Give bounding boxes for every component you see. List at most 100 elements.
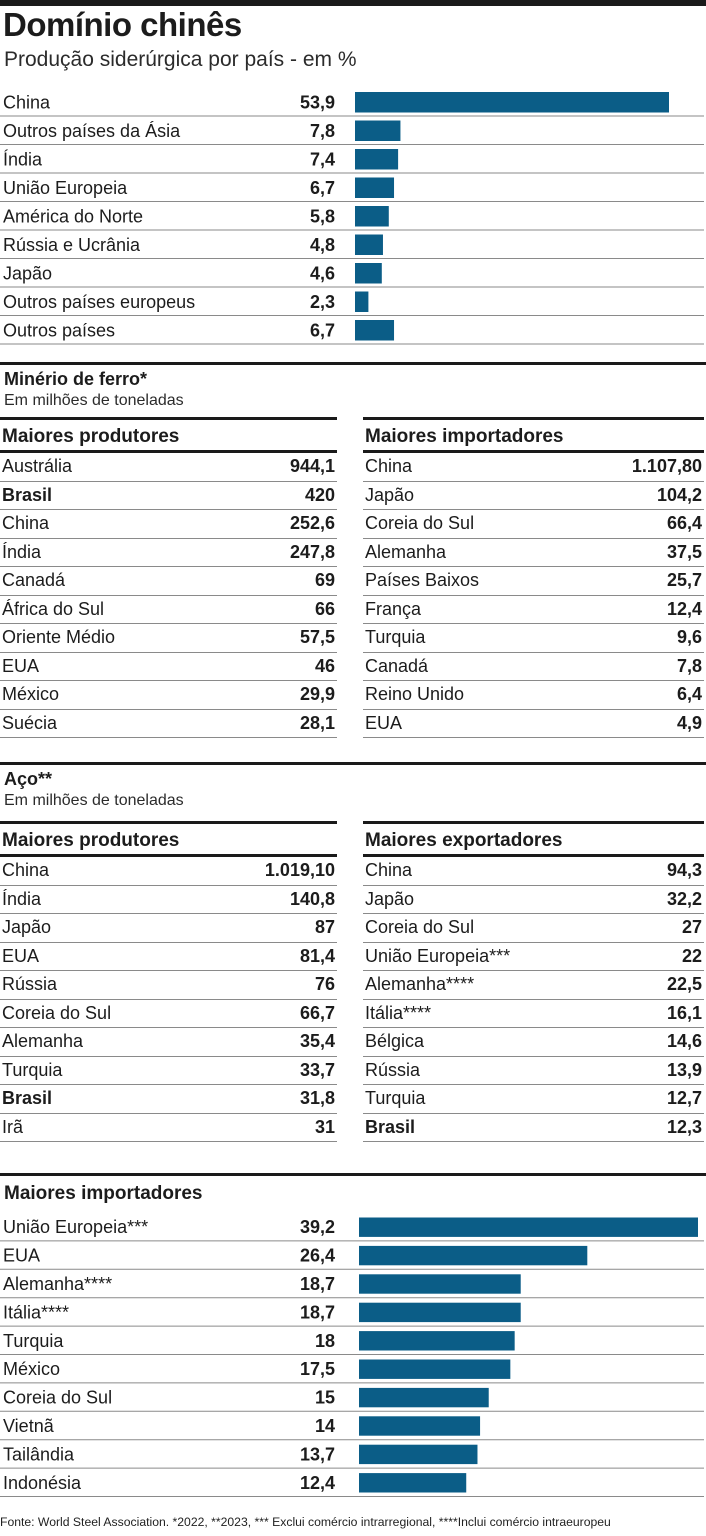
- table-row: Coreia do Sul 27: [363, 914, 704, 943]
- section-rule-importers: [0, 1173, 706, 1176]
- steel-title: Aço**: [4, 769, 53, 789]
- row-name: África do Sul: [2, 598, 105, 619]
- table-header: Maiores exportadores: [363, 821, 704, 854]
- row-name: Japão: [365, 888, 415, 909]
- row-value: 22: [681, 945, 702, 966]
- row-value: 27: [681, 917, 702, 938]
- table-row: EUA 81,4: [0, 943, 337, 971]
- data-label: 18,7: [300, 1274, 335, 1294]
- iron-ore-title: Minério de ferro*: [4, 369, 148, 389]
- row-name: Irã: [2, 1116, 24, 1137]
- row-value: 22,5: [666, 974, 702, 995]
- row-value: 12,4: [666, 598, 702, 619]
- data-label: 4,6: [310, 263, 335, 283]
- table-row: Canadá 69: [0, 567, 337, 596]
- row-name: EUA: [2, 655, 40, 676]
- table-row: Turquia 33,7: [0, 1057, 337, 1085]
- row-name: México: [2, 684, 60, 705]
- row-name: Turquia: [365, 627, 426, 648]
- row-name: Itália****: [365, 1002, 432, 1023]
- data-label: 7,8: [310, 121, 335, 141]
- row-value: 31,8: [299, 1088, 335, 1109]
- bar: [355, 149, 399, 170]
- bar: [359, 1217, 698, 1237]
- data-label: 53,9: [300, 92, 335, 112]
- table-row: EUA 4,9: [363, 710, 704, 738]
- row-value: 76: [314, 974, 335, 995]
- table-row: Canadá 7,8: [363, 653, 704, 681]
- table-row: França 12,4: [363, 596, 704, 624]
- table-row: Alemanha 35,4: [0, 1028, 337, 1057]
- row-value: 46: [314, 655, 335, 676]
- row-name: Alemanha: [2, 1031, 84, 1052]
- section-rule-iron-ore: [0, 362, 706, 365]
- bar: [359, 1274, 521, 1294]
- row-name: Rússia: [365, 1059, 421, 1080]
- table-row: Alemanha**** 22,5: [363, 971, 704, 1000]
- category-label: Alemanha****: [3, 1274, 112, 1294]
- bar: [355, 206, 389, 227]
- table-row: África do Sul 66: [0, 596, 337, 624]
- category-label: China: [3, 92, 51, 112]
- bar: [359, 1245, 588, 1266]
- table-row: México 29,9: [0, 681, 337, 710]
- data-label: 12,4: [300, 1473, 335, 1493]
- bar: [355, 120, 401, 141]
- bar: [359, 1387, 489, 1408]
- row-value: 12,7: [666, 1088, 702, 1109]
- row-value: 25,7: [666, 570, 702, 591]
- table-row: Japão 87: [0, 914, 337, 943]
- row-value: 37,5: [666, 541, 702, 562]
- row-name: Alemanha: [365, 541, 447, 562]
- row-value: 94,3: [666, 860, 702, 881]
- table-header: Maiores produtores: [0, 417, 337, 450]
- row-name: China: [365, 860, 413, 881]
- top-rule: [0, 0, 706, 6]
- table-row: Brasil 12,3: [363, 1114, 704, 1142]
- row-value: 420: [304, 484, 335, 505]
- bar: [359, 1473, 467, 1493]
- row-name: Turquia: [365, 1088, 426, 1109]
- bar: [355, 92, 669, 113]
- importers-chart-title: Maiores importadores: [4, 1183, 203, 1204]
- table-row: Coreia do Sul 66,4: [363, 510, 704, 539]
- bar: [359, 1359, 511, 1379]
- row-name: Brasil: [2, 1088, 53, 1109]
- data-label: 15: [315, 1388, 335, 1408]
- row-value: 69: [314, 570, 335, 591]
- data-label: 14: [315, 1416, 335, 1436]
- row-value: 14,6: [666, 1031, 702, 1052]
- table-row: Rússia 76: [0, 971, 337, 1000]
- data-label: 13,7: [300, 1444, 335, 1464]
- row-name: Coreia do Sul: [2, 1002, 112, 1023]
- table-row: Suécia 28,1: [0, 710, 337, 738]
- data-label: 6,7: [310, 320, 335, 340]
- row-name: Reino Unido: [365, 684, 465, 705]
- row-name: Bélgica: [365, 1031, 425, 1052]
- data-label: 18,7: [300, 1302, 335, 1322]
- table-row: Reino Unido 6,4: [363, 681, 704, 710]
- source-footnote: Fonte: World Steel Association. *2022, *…: [0, 1515, 611, 1529]
- row-value: 66,4: [666, 513, 702, 534]
- data-label: 4,8: [310, 235, 335, 255]
- iron-ore-importers-table: Maiores importadores China 1.107,80 Japão 1…: [363, 417, 704, 738]
- data-label: 5,8: [310, 206, 335, 226]
- data-label: 39,2: [300, 1217, 335, 1237]
- row-value: 104,2: [656, 484, 702, 505]
- steel-producers-table: Maiores produtores China 1.019,10 Índia 140…: [0, 821, 337, 1142]
- bar: [355, 320, 395, 341]
- bar: [359, 1416, 481, 1436]
- importers-bar-chart: União Europeia*** 39,2 EUA 26,4 Alemanha****…: [0, 1217, 704, 1497]
- category-label: México: [3, 1359, 60, 1379]
- row-value: 944,1: [289, 456, 335, 477]
- row-name: Austrália: [2, 456, 73, 477]
- category-label: Itália****: [3, 1302, 69, 1322]
- category-label: Vietnã: [3, 1416, 55, 1436]
- table-row: Austrália 944,1: [0, 453, 337, 482]
- table-row: Japão 32,2: [363, 886, 704, 914]
- table-row: Itália**** 16,1: [363, 1000, 704, 1028]
- table-header: Maiores importadores: [363, 417, 704, 450]
- row-value: 140,8: [289, 888, 335, 909]
- iron-ore-subtitle: Em milhões de toneladas: [4, 392, 184, 409]
- bar: [355, 177, 395, 198]
